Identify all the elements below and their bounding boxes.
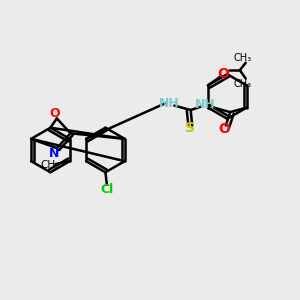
Text: O: O (218, 67, 230, 81)
Text: Cl: Cl (101, 183, 114, 196)
Text: CH₃: CH₃ (233, 53, 251, 63)
Text: NH: NH (195, 98, 216, 111)
Text: CH₃: CH₃ (233, 79, 251, 89)
Text: N: N (49, 147, 60, 160)
Text: O: O (49, 106, 60, 120)
Text: NH: NH (159, 97, 180, 110)
Text: S: S (185, 122, 195, 136)
Text: CH₃: CH₃ (41, 160, 60, 170)
Text: O: O (218, 122, 230, 136)
